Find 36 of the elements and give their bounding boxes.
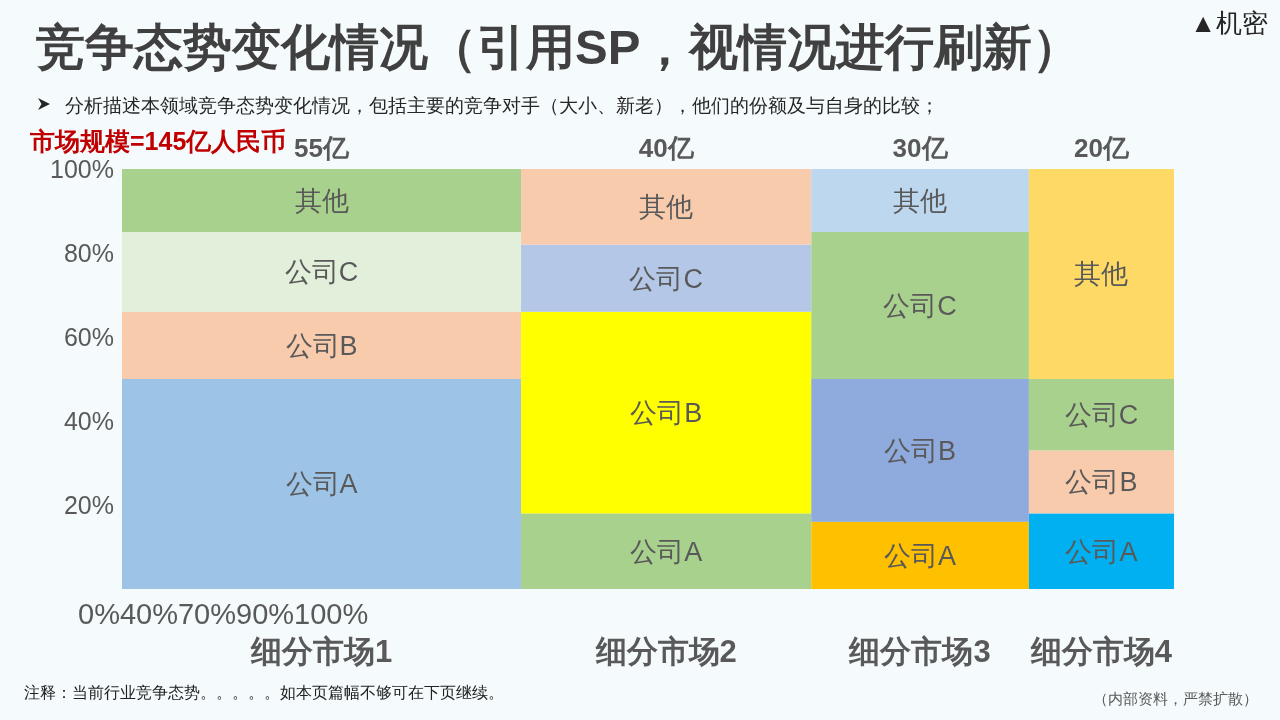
text: 公司B	[884, 435, 957, 466]
y-tick-label: 40%	[63, 406, 114, 435]
text: 公司C	[284, 257, 359, 288]
y-tick-label: 20%	[63, 490, 114, 519]
text: 0%40%70%90%100%	[78, 598, 369, 631]
text: 公司B	[630, 398, 703, 429]
text: 公司C	[1064, 400, 1139, 431]
chart-subtitle: 分析描述本领域竞争态势变化情况，包括主要的竞争对手（大小、新老），他们的份额及与自身的比较；	[65, 94, 939, 118]
y-tick-label: 100%	[50, 154, 114, 183]
text: 公司A	[630, 536, 703, 567]
series-label: 公司B	[1065, 467, 1138, 498]
text: 公司A	[285, 469, 358, 500]
text: 其他	[1074, 259, 1129, 290]
text: 其他	[639, 192, 694, 223]
series-label: 公司C	[629, 263, 703, 294]
series-label: 其他	[294, 185, 349, 216]
text: 公司C	[883, 290, 957, 321]
x-tick-label: 细分市场2	[594, 634, 737, 669]
text: 其他	[893, 185, 948, 216]
y-tick-label: 80%	[63, 238, 114, 267]
annotation: 30亿	[892, 133, 949, 163]
text: ▲机密	[1190, 7, 1268, 40]
text: 市场规模=145亿人民币	[30, 126, 287, 157]
x-tick-label: 细分市场1	[249, 634, 393, 669]
annotation: 20亿	[1073, 133, 1130, 163]
text: （内部资料，严禁扩散）	[1093, 690, 1258, 709]
text: 公司A	[1065, 536, 1138, 567]
text: 公司B	[285, 330, 358, 361]
x-tick-label: 细分市场3	[848, 634, 991, 669]
annotation: 40亿	[638, 133, 695, 163]
series-label: 公司A	[884, 540, 957, 571]
x-tick-label: 细分市场4	[1029, 634, 1173, 669]
chart-title: 竞争态势变化情况（引用SP，视情况进行刷新）	[36, 19, 1082, 76]
y-tick-label: 60%	[63, 322, 114, 351]
text: 注释：当前行业竞争态势。。。。。如本页篇幅不够可在下页继续。	[24, 683, 504, 703]
annotation: 55亿	[294, 133, 350, 163]
